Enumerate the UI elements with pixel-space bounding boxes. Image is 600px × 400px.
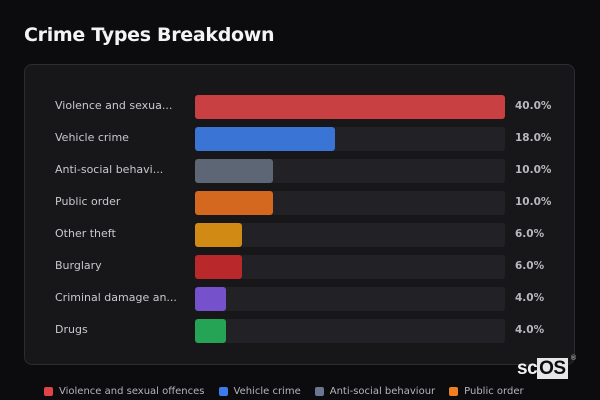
legend-item[interactable]: Vehicle crime <box>218 386 301 397</box>
legend-label: Public order <box>464 386 524 397</box>
bar <box>195 255 242 279</box>
bar-value: 4.0% <box>515 292 545 304</box>
chart-title: Crime Types Breakdown <box>24 24 275 46</box>
legend-label: Anti-social behaviour <box>329 386 436 397</box>
bar-row: Other theft 6.0% <box>25 223 574 247</box>
bar-label: Burglary <box>55 259 102 272</box>
bar-row: Violence and sexua... 40.0% <box>25 95 574 119</box>
legend-swatch <box>314 387 324 396</box>
legend-label: Vehicle crime <box>233 386 301 397</box>
legend-item[interactable]: Violence and sexual offences <box>44 386 205 397</box>
bar-value: 6.0% <box>515 228 545 240</box>
chart-legend: Violence and sexual offences Vehicle cri… <box>44 386 524 397</box>
bar-track <box>195 255 505 279</box>
scos-logo: sc OS ® <box>517 355 576 380</box>
bar-value: 6.0% <box>515 260 545 272</box>
bar-value: 4.0% <box>515 324 545 336</box>
bar-track <box>195 223 505 247</box>
bar-label: Other theft <box>55 227 116 240</box>
bar-track <box>195 127 505 151</box>
logo-boxed: OS <box>537 358 568 379</box>
bar-label: Violence and sexua... <box>55 99 173 112</box>
bar-label: Public order <box>55 195 121 208</box>
legend-swatch <box>44 387 53 396</box>
bar-row: Anti-social behavi... 10.0% <box>25 159 574 183</box>
registered-mark: ® <box>570 355 576 362</box>
bar-track <box>195 319 505 343</box>
legend-item[interactable]: Anti-social behaviour <box>314 386 436 397</box>
bar-track <box>195 95 505 119</box>
bar-value: 40.0% <box>515 100 552 112</box>
legend-label: Violence and sexual offences <box>59 386 205 397</box>
bar-label: Anti-social behavi... <box>55 163 164 176</box>
bar-row: Vehicle crime 18.0% <box>25 127 574 151</box>
legend-swatch <box>449 387 459 396</box>
chart-card: Violence and sexua... 40.0% Vehicle crim… <box>24 64 575 365</box>
bar <box>195 95 505 119</box>
bar-value: 10.0% <box>515 164 552 176</box>
bar-label: Vehicle crime <box>55 131 129 144</box>
legend-swatch <box>218 387 228 396</box>
bar <box>195 319 226 343</box>
bar-value: 10.0% <box>515 196 552 208</box>
bar-value: 18.0% <box>515 132 552 144</box>
bar-row: Drugs 4.0% <box>25 319 574 343</box>
bar-label: Drugs <box>55 323 88 336</box>
bar <box>195 223 242 247</box>
legend-item[interactable]: Public order <box>449 386 524 397</box>
bar-row: Criminal damage an... 4.0% <box>25 287 574 311</box>
logo-prefix: sc <box>517 358 538 379</box>
bar-row: Public order 10.0% <box>25 191 574 215</box>
bar <box>195 159 273 183</box>
bar <box>195 287 226 311</box>
bar-track <box>195 191 505 215</box>
bar-track <box>195 287 505 311</box>
bar <box>195 127 335 151</box>
bar-label: Criminal damage an... <box>55 291 177 304</box>
bar <box>195 191 273 215</box>
bar-row: Burglary 6.0% <box>25 255 574 279</box>
bar-track <box>195 159 505 183</box>
